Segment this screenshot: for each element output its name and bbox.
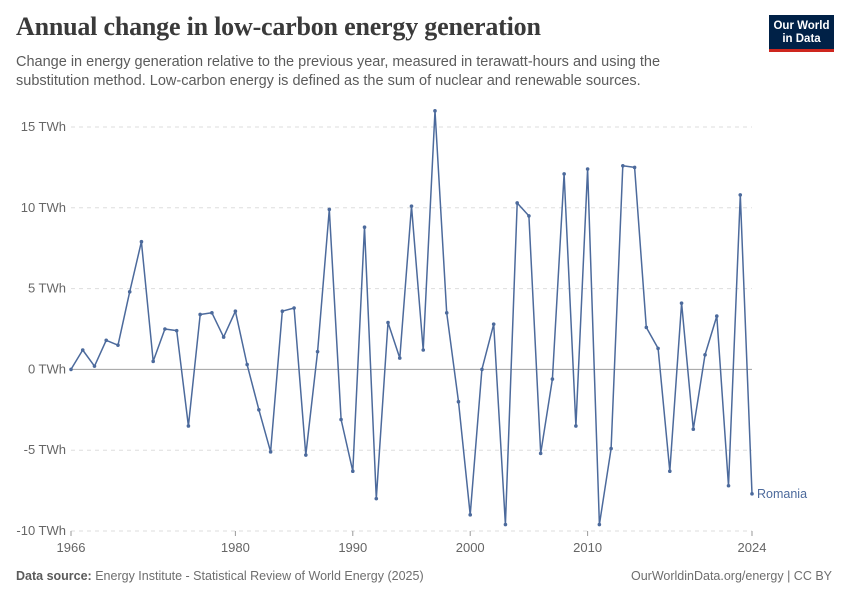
data-point[interactable]: [350, 469, 355, 474]
owid-logo[interactable]: Our World in Data: [769, 15, 834, 52]
data-point[interactable]: [268, 450, 273, 454]
data-point[interactable]: [703, 353, 707, 357]
y-axis-ticks: 15 TWh 10 TWh 5 TWh 0 TWh -5 TWh -10 TWh: [16, 119, 66, 538]
data-point[interactable]: [327, 207, 332, 212]
series-layer: Romania: [69, 109, 807, 527]
data-point[interactable]: [139, 239, 144, 244]
data-point[interactable]: [538, 451, 543, 456]
chart-title: Annual change in low-carbon energy gener…: [16, 12, 541, 41]
data-point[interactable]: [210, 311, 214, 315]
data-point[interactable]: [621, 163, 625, 168]
source-link[interactable]: Energy Institute - Statistical Review of…: [95, 569, 424, 583]
data-point[interactable]: [69, 367, 73, 372]
data-point[interactable]: [750, 492, 754, 496]
data-point[interactable]: [444, 311, 449, 315]
data-point[interactable]: [397, 356, 402, 360]
data-point[interactable]: [738, 193, 743, 197]
data-point[interactable]: [574, 424, 578, 428]
data-point[interactable]: [421, 348, 426, 352]
data-point[interactable]: [632, 165, 637, 170]
data-point[interactable]: [480, 367, 484, 372]
data-point[interactable]: [221, 335, 226, 339]
data-point[interactable]: [374, 496, 379, 501]
data-point[interactable]: [127, 290, 132, 294]
data-point[interactable]: [116, 343, 120, 347]
data-point[interactable]: [198, 312, 202, 317]
data-point[interactable]: [104, 338, 109, 343]
data-point[interactable]: [527, 214, 531, 218]
data-point[interactable]: [503, 522, 508, 527]
footer-license[interactable]: OurWorldinData.org/energy | CC BY: [630, 569, 832, 583]
series-line-romania[interactable]: [70, 110, 753, 526]
data-point[interactable]: [668, 469, 672, 474]
data-point[interactable]: [186, 424, 191, 428]
logo-line-1: Our World: [773, 20, 830, 32]
data-point[interactable]: [280, 309, 285, 314]
footer-source: Data source: Energy Institute - Statisti…: [16, 569, 424, 583]
data-point[interactable]: [304, 453, 308, 457]
logo-line-2: in Data: [782, 33, 821, 45]
x-tick-label: 1966: [57, 540, 86, 555]
data-point[interactable]: [80, 348, 85, 352]
chart-subtitle: Change in energy generation relative to …: [16, 54, 661, 89]
data-point[interactable]: [151, 359, 155, 364]
y-tick-label: -10 TWh: [16, 523, 66, 538]
y-tick-label: 15 TWh: [21, 119, 66, 134]
x-tick-label: 1980: [221, 540, 250, 555]
data-point[interactable]: [562, 172, 566, 176]
data-point[interactable]: [456, 399, 461, 404]
series-label: Romania: [757, 487, 807, 501]
source-label: Data source:: [16, 569, 92, 583]
data-point[interactable]: [691, 427, 696, 431]
data-point[interactable]: [433, 109, 437, 113]
x-tick-label: 1990: [338, 540, 367, 555]
data-point[interactable]: [386, 320, 390, 325]
data-point[interactable]: [550, 377, 555, 381]
data-point[interactable]: [597, 522, 602, 527]
data-point[interactable]: [315, 349, 320, 354]
data-point[interactable]: [644, 325, 649, 330]
grid-lines: [71, 126, 752, 532]
x-axis-ticks: 1966 1980 1990 2000 2010 2024: [57, 531, 767, 555]
data-point[interactable]: [245, 362, 249, 367]
data-point[interactable]: [362, 225, 367, 229]
data-point[interactable]: [292, 306, 296, 310]
data-point[interactable]: [726, 483, 731, 488]
data-point[interactable]: [585, 167, 590, 171]
data-point[interactable]: [714, 314, 719, 318]
data-point[interactable]: [174, 328, 179, 333]
x-tick-label: 2000: [456, 540, 485, 555]
data-point[interactable]: [339, 417, 343, 422]
y-tick-label: -5 TWh: [24, 442, 66, 457]
data-point[interactable]: [233, 309, 238, 314]
data-point[interactable]: [257, 408, 261, 412]
y-tick-label: 0 TWh: [28, 361, 66, 376]
data-point[interactable]: [92, 364, 97, 368]
data-point[interactable]: [409, 204, 414, 208]
data-point[interactable]: [609, 446, 613, 451]
data-point[interactable]: [468, 513, 473, 517]
data-point[interactable]: [515, 201, 519, 205]
x-tick-label: 2024: [738, 540, 767, 555]
x-tick-label: 2010: [573, 540, 602, 555]
y-tick-label: 5 TWh: [28, 281, 66, 296]
data-point[interactable]: [163, 327, 167, 331]
y-tick-label: 10 TWh: [21, 200, 66, 215]
data-point[interactable]: [679, 301, 684, 305]
data-point[interactable]: [491, 322, 496, 326]
data-point[interactable]: [656, 346, 660, 351]
